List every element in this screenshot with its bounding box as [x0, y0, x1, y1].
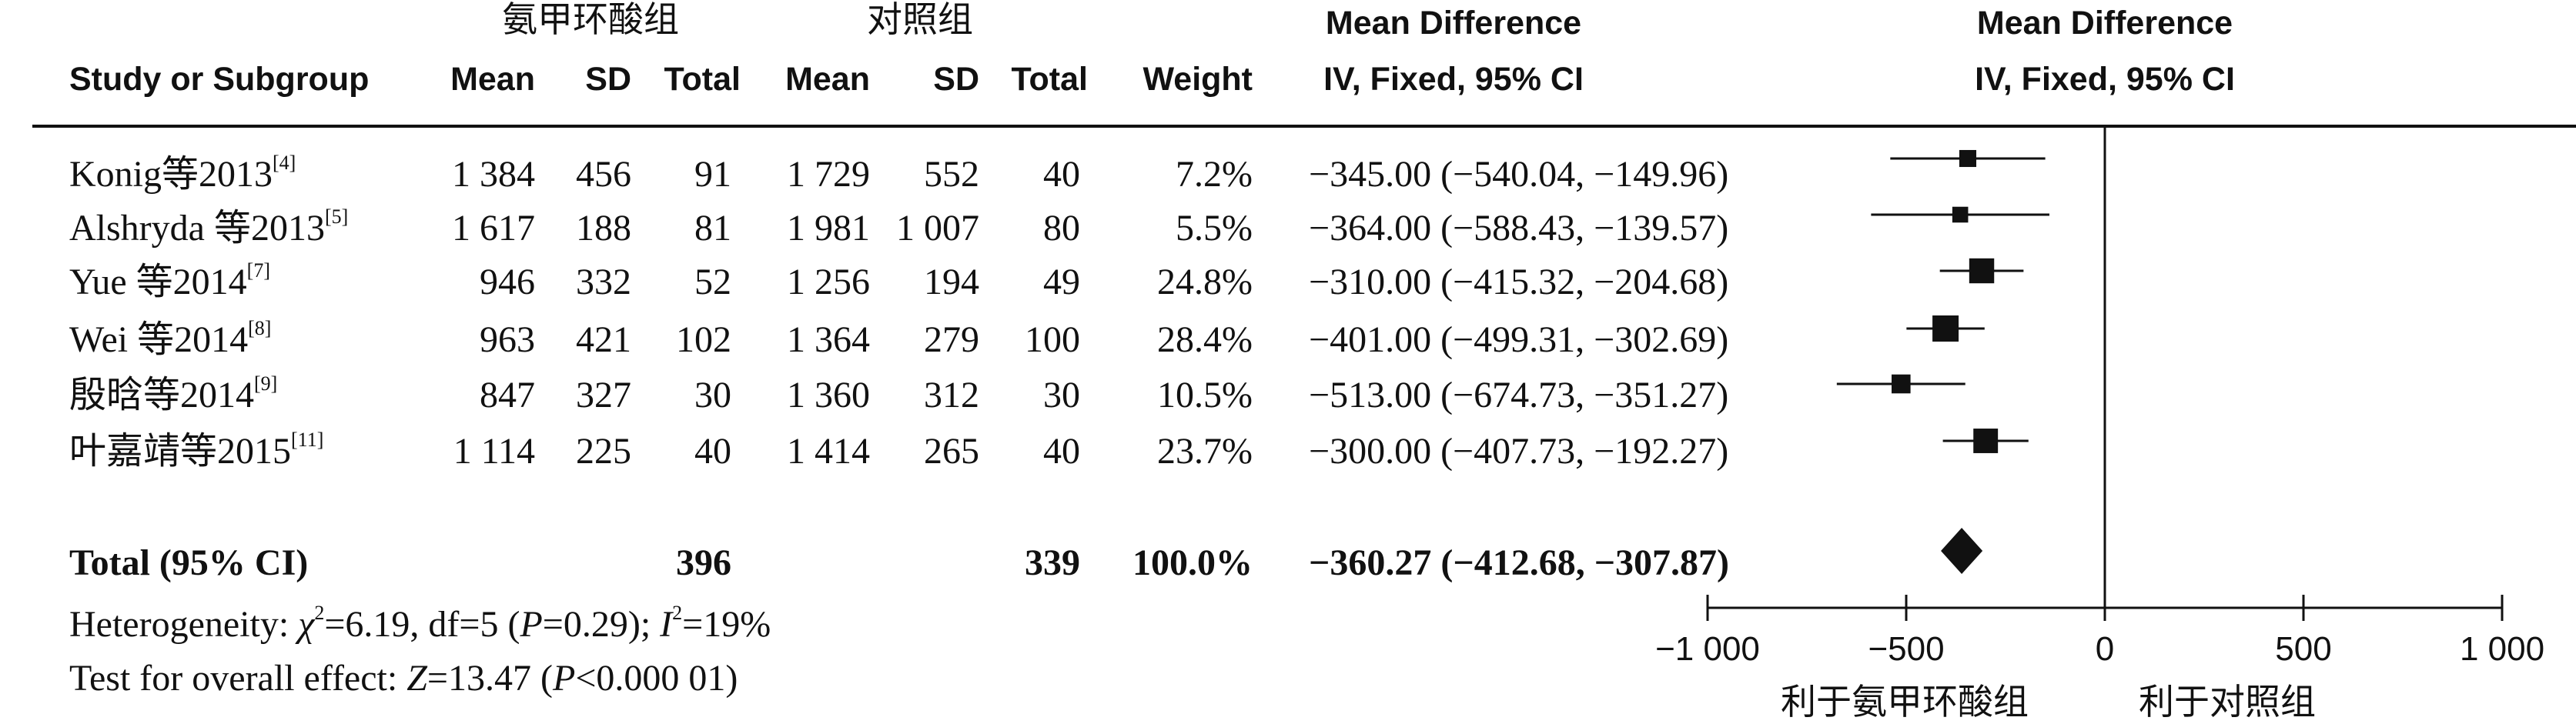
t-sd: 332 — [576, 262, 631, 302]
c-sd: 194 — [924, 262, 979, 302]
total-c-total: 339 — [1025, 542, 1080, 583]
t-total: 52 — [694, 262, 731, 302]
total-t-total: 396 — [676, 542, 731, 583]
weight: 24.8% — [1157, 262, 1253, 302]
study-ref: [4] — [273, 152, 296, 174]
md-ci: −345.00 (−540.04, −149.96) — [1309, 154, 1729, 195]
plot-header-line2: IV, Fixed, 95% CI — [1975, 61, 2235, 98]
col-weight: Weight — [1142, 61, 1253, 98]
x-tick-label: 0 — [2096, 630, 2114, 668]
study-ref: [9] — [254, 372, 278, 395]
col-c-mean: Mean — [785, 61, 870, 98]
study-ref: [7] — [246, 259, 270, 282]
t-total: 81 — [694, 208, 731, 249]
c-total: 100 — [1025, 319, 1080, 360]
md-ci: −300.00 (−407.73, −192.27) — [1309, 431, 1729, 472]
heterogeneity-line: Heterogeneity: χ2=6.19, df=5 (P=0.29); I… — [69, 602, 771, 645]
c-total: 49 — [1043, 262, 1080, 302]
col-t-mean: Mean — [450, 61, 535, 98]
t-total: 91 — [694, 154, 731, 195]
t-mean: 1 114 — [453, 431, 535, 472]
t-mean: 946 — [480, 262, 535, 302]
t-sd: 456 — [576, 154, 631, 195]
t-sd: 327 — [576, 375, 631, 415]
c-mean: 1 360 — [787, 375, 870, 415]
total-md-ci: −360.27 (−412.68, −307.87) — [1309, 542, 1730, 583]
t-mean: 847 — [480, 375, 535, 415]
t-total: 40 — [694, 431, 731, 472]
col-c-total: Total — [1011, 61, 1088, 98]
study-name: 殷晗等2014[9] — [69, 372, 278, 415]
weight: 7.2% — [1176, 154, 1253, 195]
md-ci: −364.00 (−588.43, −139.57) — [1309, 208, 1729, 249]
weight-square — [1973, 429, 1999, 453]
t-total: 102 — [676, 319, 731, 360]
x-tick-label: −500 — [1868, 630, 1944, 668]
weight: 10.5% — [1157, 375, 1253, 415]
col-c-sd: SD — [933, 61, 979, 98]
study-ref: [5] — [324, 205, 349, 228]
weight-square — [1969, 258, 1995, 284]
x-tick-label: −1 000 — [1655, 630, 1760, 668]
c-mean: 1 414 — [787, 431, 870, 472]
c-mean: 1 256 — [787, 262, 870, 302]
md-ci: −513.00 (−674.73, −351.27) — [1309, 375, 1729, 415]
c-mean: 1 729 — [787, 154, 870, 195]
treatment-group-header: 氨甲环酸组 — [502, 0, 679, 40]
c-total: 80 — [1043, 208, 1080, 249]
favours-left-label: 利于氨甲环酸组 — [1781, 681, 2029, 722]
effect-header-line2: IV, Fixed, 95% CI — [1323, 61, 1584, 98]
weight: 28.4% — [1157, 319, 1253, 360]
pooled-diamond — [1941, 528, 1983, 574]
c-total: 40 — [1043, 154, 1080, 195]
weight: 23.7% — [1157, 431, 1253, 472]
weight-square — [1959, 149, 1977, 168]
header-rule — [32, 125, 2576, 128]
t-sd: 225 — [576, 431, 631, 472]
c-sd: 552 — [924, 154, 979, 195]
md-ci: −310.00 (−415.32, −204.68) — [1309, 262, 1729, 302]
total-label: Total (95% CI) — [69, 542, 309, 583]
weight-square — [1892, 374, 1911, 394]
c-sd: 312 — [924, 375, 979, 415]
c-sd: 279 — [924, 319, 979, 360]
t-mean: 963 — [480, 319, 535, 360]
t-sd: 421 — [576, 319, 631, 360]
study-name: Alshryda 等2013[5] — [69, 205, 349, 249]
control-group-header: 对照组 — [867, 0, 973, 40]
study-name: Konig等2013[4] — [69, 152, 296, 195]
weight-square — [1952, 206, 1969, 223]
t-mean: 1 617 — [452, 208, 535, 249]
c-mean: 1 364 — [787, 319, 870, 360]
favours-right-label: 利于对照组 — [2139, 681, 2316, 722]
c-mean: 1 981 — [787, 208, 870, 249]
t-total: 30 — [694, 375, 731, 415]
col-t-sd: SD — [585, 61, 631, 98]
total-weight: 100.0% — [1132, 542, 1253, 583]
x-tick-label: 500 — [2275, 630, 2331, 668]
c-sd: 1 007 — [896, 208, 979, 249]
study-name: Yue 等2014[7] — [69, 259, 270, 302]
col-t-total: Total — [664, 61, 741, 98]
weight: 5.5% — [1176, 208, 1253, 249]
t-mean: 1 384 — [452, 154, 535, 195]
study-name: Wei 等2014[8] — [69, 317, 272, 360]
c-total: 30 — [1043, 375, 1080, 415]
c-total: 40 — [1043, 431, 1080, 472]
weight-square — [1932, 315, 1959, 342]
md-ci: −401.00 (−499.31, −302.69) — [1309, 319, 1729, 360]
overall-effect-line: Test for overall effect: Z=13.47 (P<0.00… — [69, 658, 738, 699]
effect-header-line1: Mean Difference — [1325, 5, 1582, 42]
c-sd: 265 — [924, 431, 979, 472]
t-sd: 188 — [576, 208, 631, 249]
col-study: Study or Subgroup — [69, 61, 370, 98]
x-tick-label: 1 000 — [2460, 630, 2544, 668]
study-ref: [11] — [291, 429, 324, 451]
plot-header-line1: Mean Difference — [1976, 5, 2233, 42]
study-ref: [8] — [248, 317, 272, 339]
study-name: 叶嘉靖等2015[11] — [69, 429, 324, 472]
